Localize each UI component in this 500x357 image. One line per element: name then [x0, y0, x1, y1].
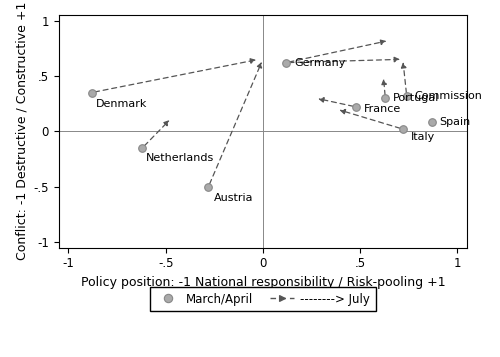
Text: Denmark: Denmark: [96, 99, 147, 109]
Point: [428, 120, 436, 125]
Text: Netherlands: Netherlands: [146, 154, 214, 164]
Point: [352, 104, 360, 110]
Point: [88, 90, 96, 95]
Point: [382, 95, 390, 101]
Point: [204, 184, 212, 190]
Point: [282, 60, 290, 65]
Text: Austria: Austria: [214, 193, 254, 203]
X-axis label: Policy position: -1 National responsibility / Risk-pooling +1: Policy position: -1 National responsibil…: [80, 276, 445, 289]
Point: [402, 93, 410, 99]
Legend: March/April, --------> July: March/April, --------> July: [150, 287, 376, 311]
Text: Italy: Italy: [410, 132, 435, 142]
Text: Germany: Germany: [294, 57, 346, 67]
Point: [399, 126, 407, 132]
Point: [138, 145, 146, 151]
Text: Portugal: Portugal: [393, 93, 440, 103]
Text: Spain: Spain: [440, 117, 471, 127]
Text: France: France: [364, 104, 401, 114]
Text: Commission: Commission: [414, 91, 482, 101]
Y-axis label: Conflict: -1 Destructive / Constructive +1: Conflict: -1 Destructive / Constructive …: [15, 2, 28, 261]
